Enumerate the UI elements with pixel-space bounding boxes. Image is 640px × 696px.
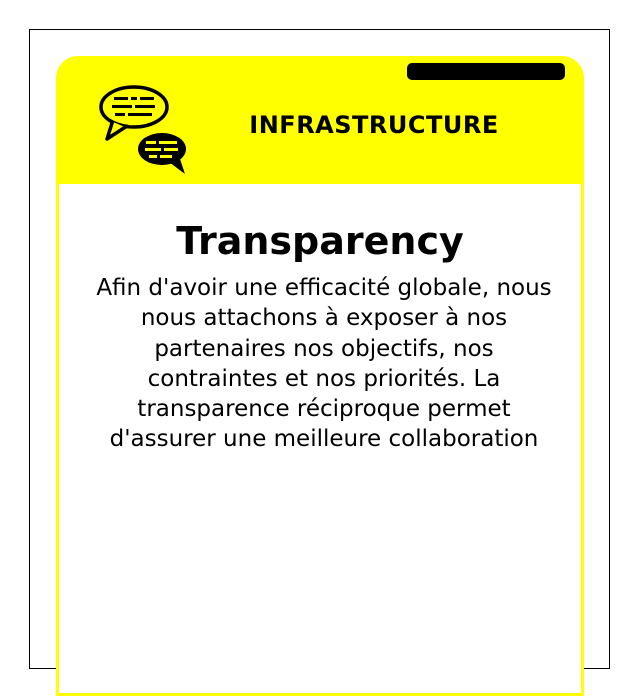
speech-bubbles-icon [99, 85, 186, 174]
card-title: Transparency [176, 219, 464, 263]
card-description: Afin d'avoir une efficacité globale, nou… [96, 275, 552, 453]
card-header: INFRASTRUCTURE [59, 59, 581, 184]
card-category: INFRASTRUCTURE [249, 111, 499, 139]
header-tab-bar [407, 63, 565, 80]
infrastructure-card: INFRASTRUCTURE Transparency Afin d'avoir… [56, 56, 584, 696]
